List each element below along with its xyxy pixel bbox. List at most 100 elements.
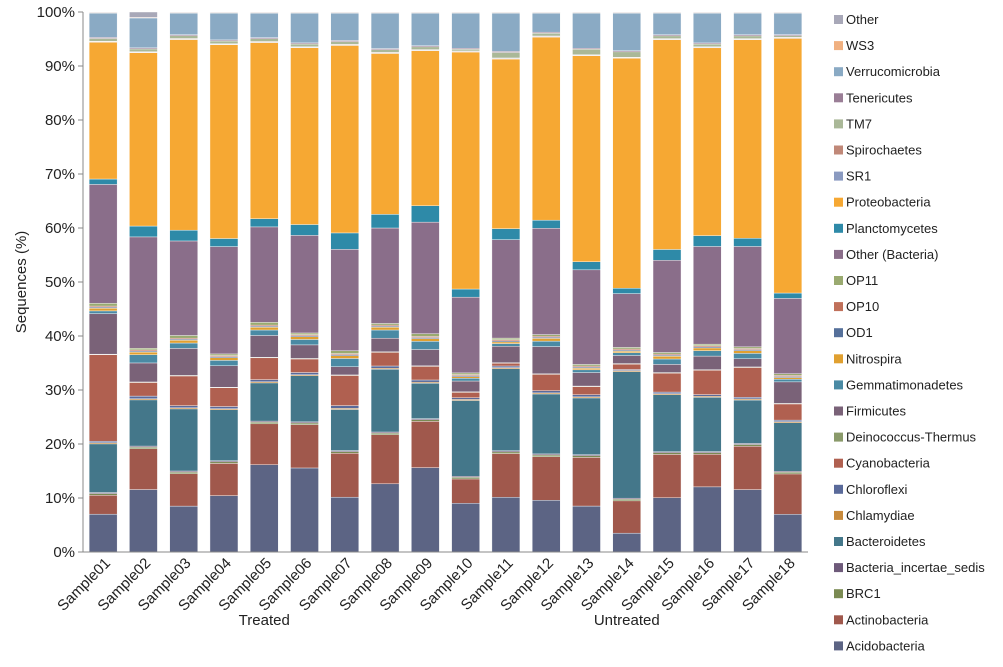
- bar-segment-brc1: [693, 452, 722, 455]
- bar-segment-op11: [411, 333, 440, 337]
- bar-segment-bacteroidetes: [451, 400, 480, 477]
- legend-swatch: [834, 93, 843, 103]
- bar-segment-chloroflexi: [411, 379, 440, 383]
- bar-segment-gemmatimonadetes: [491, 343, 521, 347]
- bar-segment-chloroflexi: [693, 394, 722, 397]
- bar-segment-cyanobacteria: [370, 352, 400, 367]
- bar-segment-gemmatimonadetes: [290, 339, 319, 346]
- bar-segment-actinobacteria: [169, 473, 198, 507]
- bar-segment-gemmatimonadetes: [733, 353, 762, 359]
- legend-label: Planctomycetes: [846, 221, 938, 236]
- bar-segment-actinobacteria: [129, 448, 158, 490]
- legend-label: WS3: [846, 38, 874, 53]
- bar-segment-firmicutes: [733, 358, 762, 368]
- bar-segment-tm7: [169, 35, 198, 39]
- bar-segment-verrucomicrobia: [733, 12, 762, 35]
- bar-segment-bacteroidetes: [209, 409, 239, 461]
- y-tick-label: 60%: [45, 220, 75, 237]
- legend-label: Tenericutes: [846, 90, 913, 105]
- bar-segment-brc1: [330, 451, 360, 454]
- bar-segment-tm7: [733, 35, 762, 39]
- bar-segment-proteobacteria: [572, 55, 601, 262]
- bar-segment-acidobacteria: [411, 467, 440, 553]
- bar-segment-gemmatimonadetes: [693, 350, 722, 357]
- bar-segment-gemmatimonadetes: [129, 354, 158, 364]
- bar-segment-bacteroidetes: [491, 368, 521, 451]
- bar-segment-op11: [129, 348, 158, 351]
- bar-segment-brc1: [129, 446, 158, 449]
- y-tick-label: 30%: [45, 382, 75, 399]
- bar-segment-chloroflexi: [209, 406, 239, 409]
- bar-segment-other: [693, 11, 722, 13]
- bar-segment-gemmatimonadetes: [411, 341, 440, 350]
- bar-segment-other: [250, 11, 279, 13]
- bar-segment-verrucomicrobia: [411, 12, 440, 46]
- bar-segment-chloroflexi: [250, 379, 279, 383]
- bar-segment-planctomycetes: [451, 288, 480, 298]
- bar-segment-actinobacteria: [290, 424, 319, 469]
- bar-segment-cyanobacteria: [491, 363, 521, 367]
- legend-swatch: [834, 15, 843, 24]
- bar-segment-firmicutes: [209, 365, 239, 388]
- bar-segment-tm7: [531, 33, 561, 37]
- bar-segment-acidobacteria: [652, 497, 682, 553]
- bar-segment-cyanobacteria: [773, 403, 803, 421]
- bar-segment-acidobacteria: [330, 496, 360, 553]
- bar-segment-nitrospira: [491, 341, 521, 344]
- bar-segment-other-bacteria: [531, 228, 561, 335]
- bar-segment-actinobacteria: [773, 473, 803, 515]
- bar-segment-other-bacteria: [250, 226, 279, 323]
- legend-swatch: [834, 458, 843, 468]
- bar-segment-verrucomicrobia: [88, 12, 118, 38]
- bar-segment-firmicutes: [290, 344, 319, 359]
- group-labels: Treated Untreated: [239, 612, 660, 629]
- bar-segment-other-bacteria: [491, 239, 521, 339]
- bar-segment-gemmatimonadetes: [169, 342, 198, 349]
- bar-segment-planctomycetes: [411, 205, 440, 223]
- y-tick-label: 10%: [45, 490, 75, 507]
- bar-segment-other-bacteria: [290, 235, 319, 334]
- bar-segment-verrucomicrobia: [169, 12, 198, 35]
- bar-segment-firmicutes: [129, 362, 158, 383]
- bar-segment-planctomycetes: [370, 214, 400, 229]
- bar-segment-brc1: [451, 477, 480, 480]
- bar-segment-tm7: [129, 48, 158, 52]
- bar-segment-other-bacteria: [411, 221, 440, 334]
- bar-segment-op11: [612, 347, 641, 350]
- bar-segment-planctomycetes: [773, 292, 803, 299]
- y-tick-label: 0%: [53, 544, 75, 561]
- bar-segment-tm7: [652, 35, 682, 39]
- bar-segment-actinobacteria: [330, 453, 360, 498]
- bar-segment-chloroflexi: [773, 419, 803, 422]
- legend-label: BRC1: [846, 586, 881, 601]
- bar-segment-firmicutes: [572, 372, 601, 387]
- bar-segment-actinobacteria: [572, 457, 601, 507]
- legend-label: Cyanobacteria: [846, 456, 931, 471]
- bar-segment-verrucomicrobia: [250, 12, 279, 38]
- bar-segment-verrucomicrobia: [129, 17, 158, 49]
- bar-segment-bacteroidetes: [693, 397, 722, 452]
- bar-segment-tm7: [370, 49, 400, 53]
- bar-segment-bacteroidetes: [129, 399, 158, 447]
- bar-segment-acidobacteria: [733, 489, 762, 553]
- bar-segment-nitrospira: [652, 356, 682, 360]
- legend-swatch: [834, 145, 843, 155]
- bar-segment-tm7: [250, 38, 279, 42]
- bar-segment-acidobacteria: [209, 495, 239, 553]
- bar-segment-proteobacteria: [209, 44, 239, 239]
- bar-segment-chloroflexi: [88, 440, 118, 444]
- legend-label: Other (Bacteria): [846, 247, 938, 262]
- bar-segment-actinobacteria: [531, 456, 561, 501]
- legend-swatch: [834, 510, 843, 520]
- bar-segment-actinobacteria: [451, 478, 480, 504]
- legend-label: Proteobacteria: [846, 195, 931, 210]
- bar-segment-actinobacteria: [652, 454, 682, 498]
- bar-segment-brc1: [652, 452, 682, 455]
- legend-swatch: [834, 432, 843, 442]
- bar-segment-cyanobacteria: [209, 387, 239, 407]
- bar-segment-tm7: [572, 49, 601, 55]
- bar-segment-firmicutes: [531, 346, 561, 375]
- bar-segment-bacteroidetes: [88, 443, 118, 493]
- bar-segment-brc1: [572, 455, 601, 458]
- bar-segment-other: [88, 11, 118, 13]
